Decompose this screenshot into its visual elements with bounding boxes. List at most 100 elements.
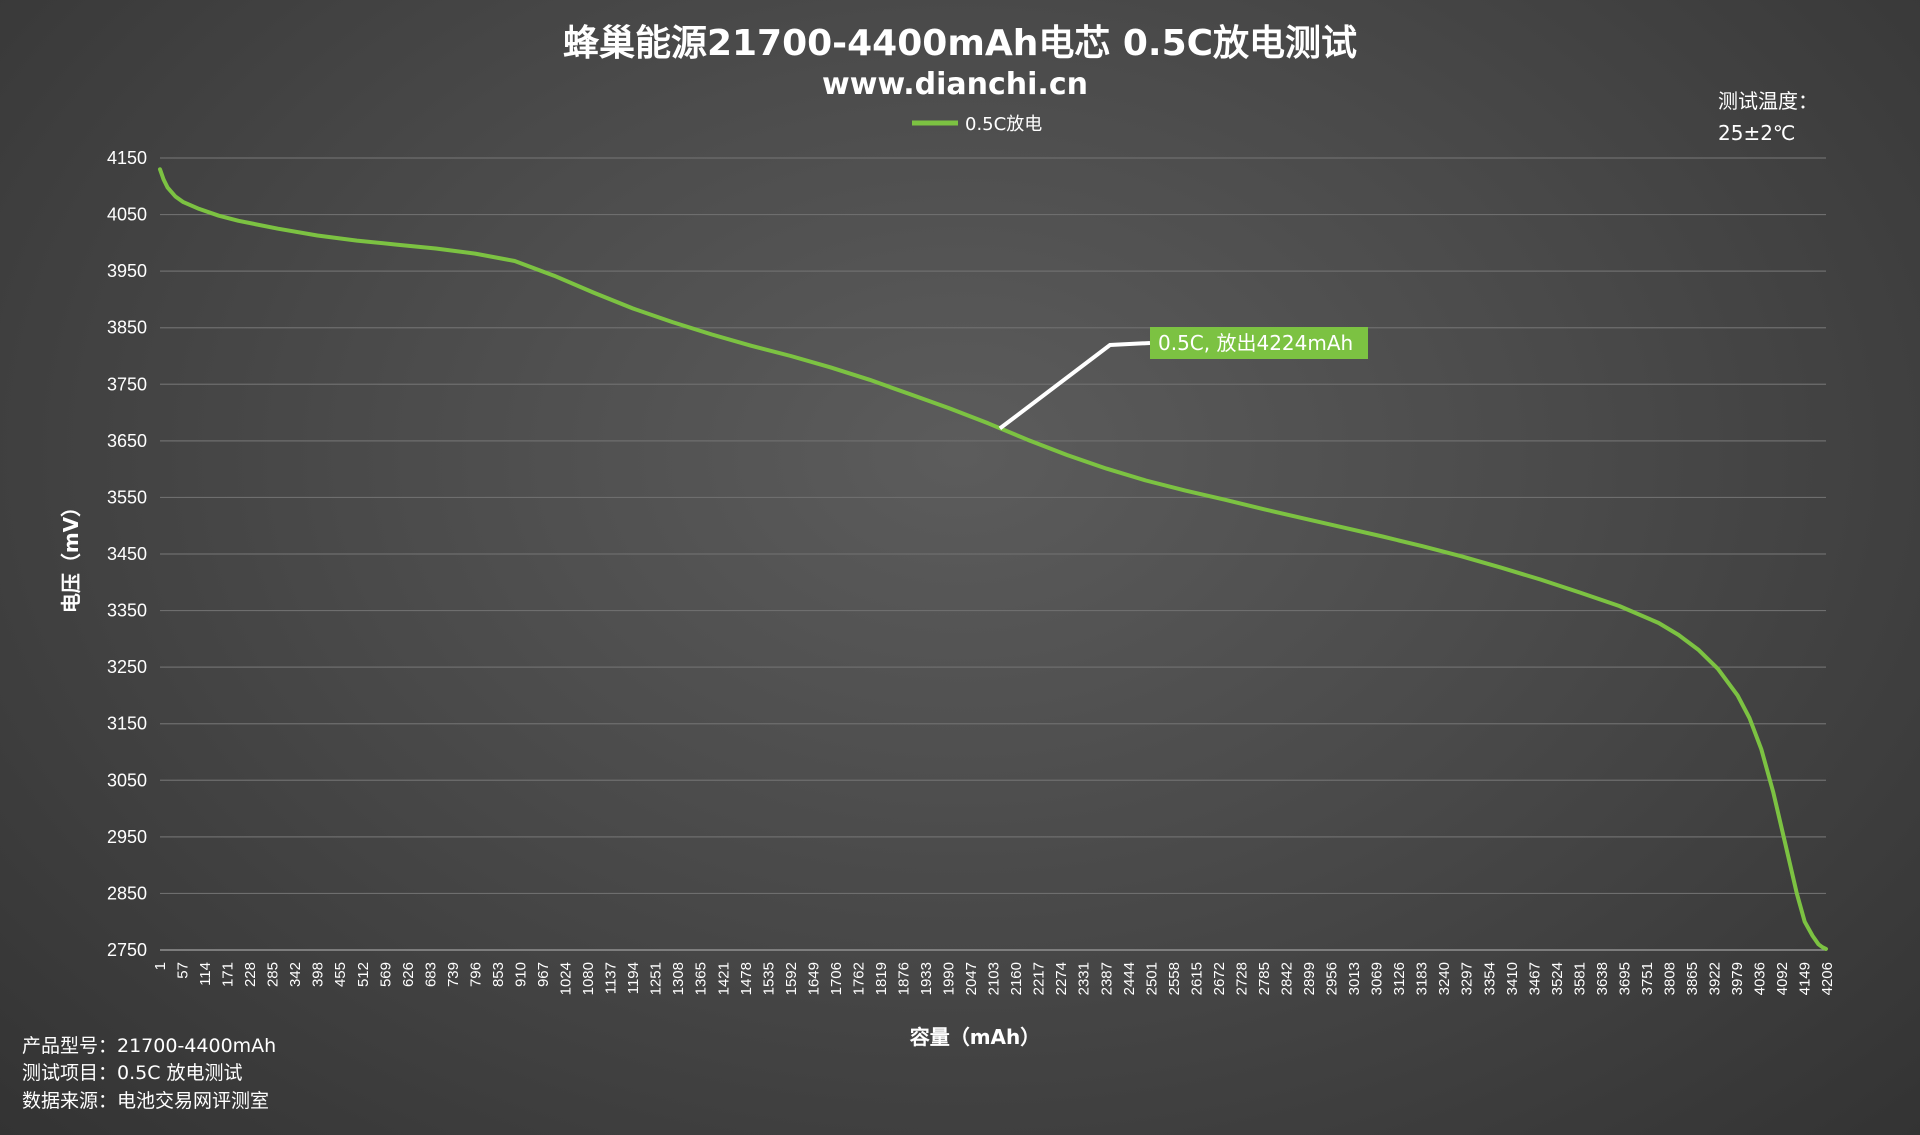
x-tick-label: 2331	[1076, 962, 1093, 995]
x-tick-label: 796	[467, 962, 484, 987]
y-tick-label: 4050	[107, 205, 147, 225]
x-tick-label: 114	[197, 962, 214, 986]
x-tick-label: 967	[535, 962, 552, 987]
y-tick-label: 3050	[107, 770, 147, 790]
annotation-text: 0.5C, 放出4224mAh	[1158, 331, 1353, 355]
series-line-0.5C	[158, 167, 1828, 951]
chart-title: 蜂巢能源21700-4400mAh电芯 0.5C放电测试	[563, 23, 1357, 64]
x-tick-label: 3467	[1526, 962, 1543, 995]
x-tick-label: 3695	[1616, 962, 1633, 995]
x-tick-label: 3581	[1571, 962, 1588, 995]
x-tick-label: 4092	[1774, 962, 1791, 995]
x-tick-label: 3354	[1481, 962, 1498, 995]
x-tick-label: 3183	[1414, 962, 1431, 995]
x-tick-label: 3126	[1391, 962, 1408, 995]
gridlines	[160, 157, 1826, 951]
x-tick-label: 3410	[1504, 962, 1521, 995]
chart-subtitle: www.dianchi.cn	[822, 67, 1088, 102]
x-tick-label: 1990	[941, 962, 958, 995]
y-tick-label: 4150	[107, 148, 147, 168]
x-tick-label: 1251	[648, 962, 665, 995]
annotation-box	[1150, 327, 1368, 359]
x-tick-label: 1876	[895, 962, 912, 995]
y-tick-label: 3950	[107, 261, 147, 281]
y-tick-label: 2950	[107, 827, 147, 847]
x-tick-label: 2956	[1324, 962, 1341, 995]
x-tick-label: 1194	[625, 962, 642, 994]
x-tick-label: 1137	[603, 962, 620, 994]
x-tick-label: 2047	[963, 962, 980, 995]
x-tick-label: 1365	[693, 962, 710, 995]
x-tick-label: 3922	[1707, 962, 1724, 995]
x-tick-label: 626	[400, 962, 417, 987]
y-tick-label: 3350	[107, 601, 147, 621]
temperature-label: 测试温度：	[1718, 89, 1818, 113]
x-tick-label: 3751	[1639, 962, 1656, 995]
annotation: 0.5C, 放出4224mAh	[998, 327, 1368, 430]
x-tick-label: 910	[512, 962, 529, 987]
x-tick-label: 2842	[1279, 962, 1296, 995]
x-tick-label: 2672	[1211, 962, 1228, 995]
x-tick-label: 569	[377, 962, 394, 987]
x-tick-label: 398	[310, 962, 327, 987]
x-tick-label: 2103	[986, 962, 1003, 995]
x-tick-label: 3808	[1662, 962, 1679, 995]
y-axis-label: 电压（mV）	[59, 497, 83, 613]
x-tick-label: 285	[265, 962, 282, 987]
x-tick-label: 3297	[1459, 962, 1476, 995]
x-tick-label: 1592	[783, 962, 800, 995]
x-tick-label: 4149	[1797, 962, 1814, 995]
x-tick-label: 4036	[1752, 962, 1769, 995]
x-axis-label: 容量（mAh）	[910, 1025, 1041, 1049]
x-tick-label: 2274	[1053, 962, 1070, 995]
x-tick-label: 342	[287, 962, 304, 987]
x-tick-label: 455	[332, 962, 349, 987]
y-tick-label: 2850	[107, 883, 147, 903]
y-tick-label: 3550	[107, 487, 147, 507]
x-tick-label: 3638	[1594, 962, 1611, 995]
annotation-leader-line	[998, 341, 1151, 430]
temperature-value: 25±2℃	[1718, 121, 1795, 145]
x-tick-label: 228	[242, 962, 259, 987]
x-tick-label: 1706	[828, 962, 845, 995]
x-tick-label: 3240	[1436, 962, 1453, 995]
x-tick-label: 2217	[1031, 962, 1048, 995]
x-tick-label: 739	[445, 962, 462, 987]
x-tick-label: 2160	[1008, 962, 1025, 995]
y-tick-label: 3250	[107, 657, 147, 677]
x-tick-label: 3013	[1346, 962, 1363, 995]
x-tick-label: 1819	[873, 962, 890, 995]
x-tick-label: 1478	[738, 962, 755, 995]
y-tick-label: 2750	[107, 940, 147, 960]
y-tick-label: 3450	[107, 544, 147, 564]
x-tick-label: 57	[175, 962, 192, 979]
x-tick-label: 1024	[558, 962, 575, 995]
y-tick-label: 3650	[107, 431, 147, 451]
x-tick-label: 171	[220, 962, 237, 987]
x-tick-label: 2501	[1143, 962, 1160, 995]
x-tick-label: 853	[490, 962, 507, 987]
y-tick-label: 3750	[107, 374, 147, 394]
x-tick-label: 1080	[580, 962, 597, 995]
x-tick-label: 2728	[1233, 962, 1250, 995]
x-axis-ticks: 1 57 114 171 228 285 342 398 455 512 569 626 683 739 7…	[152, 962, 1836, 995]
legend-label: 0.5C放电	[965, 114, 1042, 135]
footer-source: 数据来源：电池交易网评测室	[22, 1090, 269, 1112]
x-tick-label: 2387	[1098, 962, 1115, 995]
x-tick-label: 2444	[1121, 962, 1138, 995]
x-tick-label: 1649	[805, 962, 822, 995]
x-tick-label: 3979	[1729, 962, 1746, 995]
y-axis-ticks: 4150 4050 3950 3850 3750 3650 3550 3450 3350 3250…	[107, 148, 147, 960]
x-tick-label: 1933	[918, 962, 935, 995]
x-tick-label: 2899	[1301, 962, 1318, 995]
x-tick-label: 1762	[850, 962, 867, 995]
y-tick-label: 3850	[107, 318, 147, 338]
x-tick-label: 1421	[715, 962, 732, 995]
x-tick-label: 1308	[670, 962, 687, 995]
x-tick-label: 3069	[1369, 962, 1386, 995]
x-tick-label: 2615	[1188, 962, 1205, 995]
y-tick-label: 3150	[107, 714, 147, 734]
x-tick-label: 2558	[1166, 962, 1183, 995]
footer-product: 产品型号：21700-4400mAh	[22, 1035, 276, 1057]
